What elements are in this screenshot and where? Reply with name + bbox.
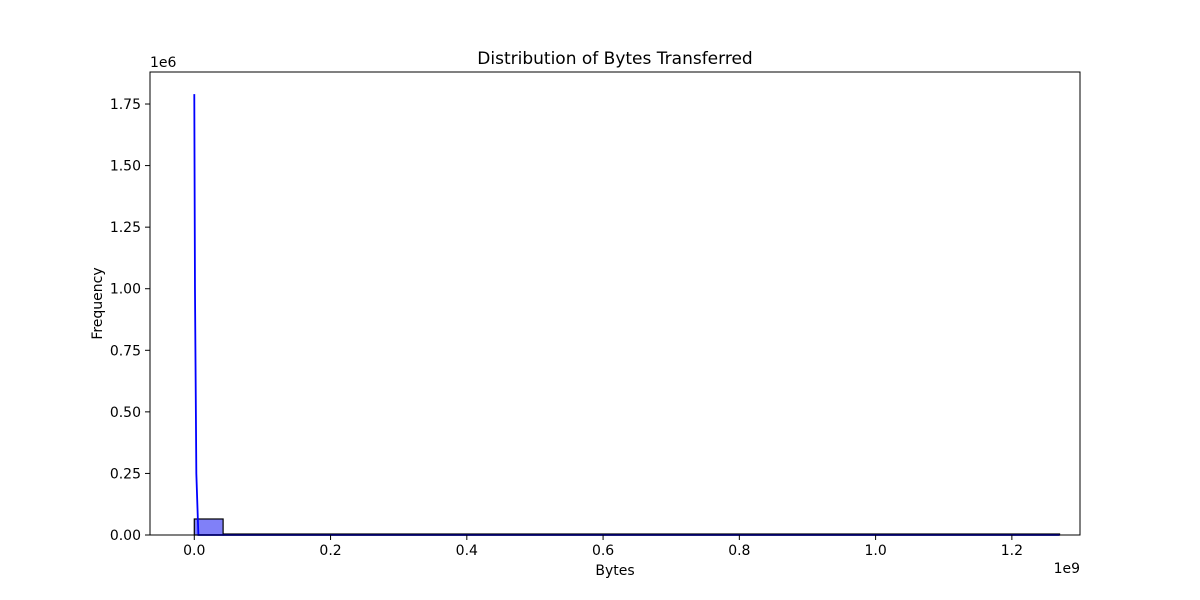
x-axis-offset-label: 1e9 xyxy=(1054,561,1080,577)
y-tick-label: 1.25 xyxy=(110,220,141,236)
y-tick-label: 0.00 xyxy=(110,528,141,544)
y-axis-label: Frequency xyxy=(90,267,106,339)
y-tick-label: 1.00 xyxy=(110,282,141,298)
x-tick-label: 0.0 xyxy=(183,543,205,559)
x-tick-label: 0.6 xyxy=(592,543,614,559)
kde-line-layer xyxy=(193,94,1060,536)
histogram-bars xyxy=(193,518,1061,536)
y-tick-label: 0.75 xyxy=(110,343,141,359)
x-tick-label: 0.8 xyxy=(728,543,750,559)
x-tick-label: 1.2 xyxy=(1001,543,1023,559)
x-tick-label: 0.2 xyxy=(319,543,341,559)
x-tick-label: 0.4 xyxy=(456,543,478,559)
y-tick-label: 1.75 xyxy=(110,97,141,113)
x-axis-label: Bytes xyxy=(595,563,634,579)
plot-area-frame xyxy=(149,71,1081,536)
y-tick-label: 0.50 xyxy=(110,405,141,421)
kde-line xyxy=(193,94,1060,536)
chart-title: Distribution of Bytes Transferred xyxy=(477,49,752,69)
y-tick-label: 0.25 xyxy=(110,466,141,482)
y-tick-label: 1.50 xyxy=(110,159,141,175)
x-axis-ticks: 0.0 0.2 0.4 0.6 0.8 1.0 1.2 xyxy=(183,535,1023,559)
y-axis-offset-label: 1e6 xyxy=(150,55,177,71)
x-tick-label: 1.0 xyxy=(864,543,886,559)
y-axis-ticks: 0.00 0.25 0.50 0.75 1.00 1.25 1.50 1.75 xyxy=(110,97,150,544)
